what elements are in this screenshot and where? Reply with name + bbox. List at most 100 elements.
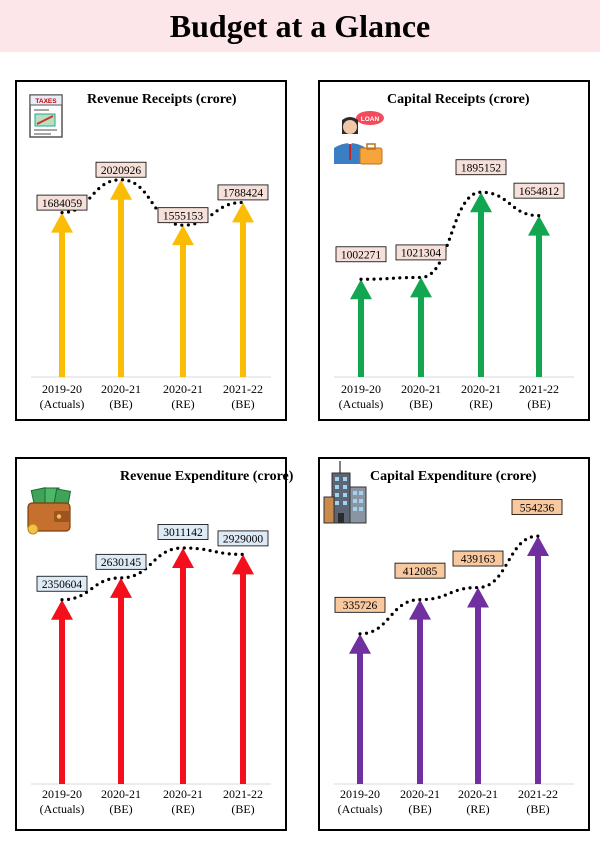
capital-expenditure-category-label: 2020-21 (RE) xyxy=(458,787,498,816)
capital-expenditure-bar-arrowhead xyxy=(467,587,489,608)
capital-expenditure-category-label: 2021-22 (BE) xyxy=(518,787,558,816)
capital-receipts-value-label: 1021304 xyxy=(395,244,447,261)
revenue-receipts-chart: 1684059 2020926 1555153 1788424 2019-20 (Actu… xyxy=(31,161,271,411)
wallet-money-icon xyxy=(27,487,72,535)
capital-expenditure-value-label: 554236 xyxy=(511,499,563,515)
capital-receipts-category-label: 2020-21 (BE) xyxy=(401,382,441,411)
businesswoman-loan-icon: LOAN xyxy=(334,111,384,165)
capital-expenditure-category-label: 2020-21 (BE) xyxy=(400,787,440,816)
taxes-icon-label: TAXES xyxy=(35,98,57,105)
capital-expenditure-value-text: 335726 xyxy=(343,600,378,612)
capital-receipts-value-label: 1895152 xyxy=(455,159,507,176)
revenue-receipts-value-text: 1788424 xyxy=(223,188,264,200)
capital-expenditure-panel: Capital Expenditure (crore) 335726 412085… xyxy=(318,457,590,831)
capital-expenditure-category-label: 2019-20 (Actuals) xyxy=(338,787,383,816)
taxes-document-icon: TAXES xyxy=(29,94,63,138)
revenue-expenditure-value-label: 2929000 xyxy=(217,530,269,547)
capital-expenditure-chart: 335726 412085 439163 554236 2019-20 (Actuals)… xyxy=(334,499,574,816)
revenue-receipts-title: Revenue Receipts (crore) xyxy=(87,92,237,107)
capital-receipts-category-label: 2020-21 (RE) xyxy=(461,382,501,411)
title-band xyxy=(0,0,600,52)
revenue-expenditure-bar-arrowhead xyxy=(110,577,132,598)
office-building-icon xyxy=(323,461,367,524)
capital-receipts-bar xyxy=(478,210,484,377)
revenue-expenditure-trend-line xyxy=(60,546,245,602)
revenue-expenditure-value-label: 3011142 xyxy=(157,524,209,540)
revenue-receipts-value-label: 1555153 xyxy=(157,207,209,224)
capital-receipts-trend-line xyxy=(359,190,541,281)
capital-expenditure-bar-arrowhead xyxy=(527,536,549,557)
capital-receipts-value-label: 1002271 xyxy=(335,246,387,263)
revenue-expenditure-bar-arrowhead xyxy=(172,547,194,568)
capital-expenditure-trend-line xyxy=(358,534,540,636)
revenue-expenditure-bar xyxy=(118,595,124,784)
revenue-expenditure-category-label: 2021-22 (BE) xyxy=(223,787,263,816)
revenue-receipts-category-label: 2019-20 (Actuals) xyxy=(40,382,85,411)
capital-expenditure-bar xyxy=(535,554,541,784)
capital-receipts-value-label: 1654812 xyxy=(513,182,565,199)
capital-receipts-bar xyxy=(418,295,424,377)
capital-receipts-category-label: 2021-22 (BE) xyxy=(519,382,559,411)
capital-expenditure-title: Capital Expenditure (crore) xyxy=(370,469,537,484)
revenue-receipts-bar xyxy=(240,220,246,377)
capital-expenditure-value-text: 554236 xyxy=(520,502,555,514)
revenue-expenditure-value-label: 2630145 xyxy=(95,553,147,570)
capital-receipts-title: Capital Receipts (crore) xyxy=(387,92,530,107)
capital-receipts-bar xyxy=(536,233,542,377)
capital-expenditure-value-text: 412085 xyxy=(403,566,438,578)
capital-receipts-bar-arrowhead xyxy=(528,215,550,236)
revenue-receipts-panel: TAXES Revenue Receipts (crore) 1684059 20… xyxy=(15,80,287,421)
revenue-expenditure-category-label: 2019-20 (Actuals) xyxy=(40,787,85,816)
capital-expenditure-bar xyxy=(357,651,363,784)
revenue-receipts-category-label: 2021-22 (BE) xyxy=(223,382,263,411)
capital-receipts-bar-arrowhead xyxy=(470,192,492,213)
revenue-expenditure-value-text: 3011142 xyxy=(163,527,203,539)
capital-receipts-value-text: 1895152 xyxy=(461,162,502,174)
revenue-expenditure-bar xyxy=(180,565,186,784)
revenue-expenditure-category-label: 2020-21 (BE) xyxy=(101,787,141,816)
revenue-receipts-category-label: 2020-21 (BE) xyxy=(101,382,141,411)
revenue-expenditure-value-text: 2350604 xyxy=(42,579,83,591)
revenue-receipts-value-label: 2020926 xyxy=(95,161,147,178)
revenue-receipts-trend-line xyxy=(60,178,245,227)
loan-icon-label: LOAN xyxy=(361,116,380,123)
revenue-receipts-value-text: 2020926 xyxy=(101,165,142,177)
revenue-expenditure-title: Revenue Expenditure (crore) xyxy=(120,469,294,484)
revenue-expenditure-value-text: 2630145 xyxy=(101,557,142,569)
revenue-expenditure-bar xyxy=(59,617,65,784)
revenue-expenditure-bar-arrowhead xyxy=(232,554,254,575)
capital-receipts-panel: LOAN Capital Receipts (crore) 1002271 102… xyxy=(318,80,590,421)
capital-expenditure-value-label: 335726 xyxy=(334,596,386,613)
capital-receipts-bar-arrowhead xyxy=(350,279,372,300)
capital-expenditure-bar xyxy=(417,617,423,784)
capital-receipts-value-text: 1002271 xyxy=(341,249,382,261)
revenue-receipts-value-label: 1684059 xyxy=(36,194,88,211)
capital-expenditure-bar-arrowhead xyxy=(349,633,371,654)
revenue-expenditure-bar xyxy=(240,572,246,784)
capital-receipts-category-label: 2019-20 (Actuals) xyxy=(339,382,384,411)
revenue-receipts-bar-arrowhead xyxy=(172,225,194,246)
revenue-expenditure-bar-arrowhead xyxy=(51,599,73,620)
capital-receipts-value-text: 1021304 xyxy=(401,248,442,260)
revenue-receipts-bar-arrowhead xyxy=(110,179,132,200)
revenue-receipts-bar xyxy=(118,197,124,377)
revenue-expenditure-panel: Revenue Expenditure (crore) 2350604 26301… xyxy=(15,457,293,831)
revenue-receipts-bar-arrowhead xyxy=(51,212,73,233)
capital-expenditure-bar xyxy=(475,605,481,784)
revenue-receipts-bar xyxy=(180,243,186,377)
revenue-expenditure-value-label: 2350604 xyxy=(36,575,88,592)
revenue-receipts-value-text: 1684059 xyxy=(42,198,83,210)
capital-expenditure-bar-arrowhead xyxy=(409,599,431,620)
page-title: Budget at a Glance xyxy=(169,8,431,44)
revenue-receipts-value-label: 1788424 xyxy=(217,184,269,201)
capital-expenditure-value-text: 439163 xyxy=(461,554,496,566)
revenue-receipts-category-label: 2020-21 (RE) xyxy=(163,382,203,411)
revenue-receipts-bar xyxy=(59,230,65,377)
revenue-expenditure-value-text: 2929000 xyxy=(223,534,264,546)
capital-receipts-bar-arrowhead xyxy=(410,277,432,298)
revenue-expenditure-chart: 2350604 2630145 3011142 2929000 2019-20 (Actu… xyxy=(31,524,271,816)
revenue-receipts-value-text: 1555153 xyxy=(163,210,204,222)
capital-receipts-bar xyxy=(358,297,364,377)
capital-receipts-chart: 1002271 1021304 1895152 1654812 2019-20 (Actu… xyxy=(334,159,574,411)
capital-expenditure-value-label: 412085 xyxy=(394,562,446,579)
